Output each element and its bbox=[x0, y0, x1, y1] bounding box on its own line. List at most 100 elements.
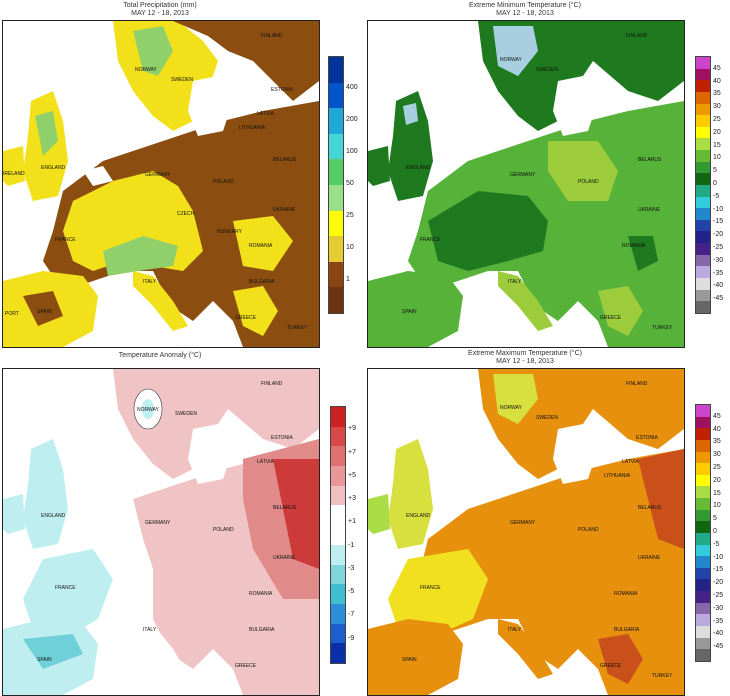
precip-romania bbox=[233, 216, 293, 271]
tmax-subtitle: MAY 12 - 18, 2013 bbox=[496, 358, 554, 365]
tmin-legend-label: 10 bbox=[713, 154, 721, 162]
tmax-legend-label: 45 bbox=[713, 412, 721, 420]
tmin-baltic bbox=[553, 76, 598, 136]
anom-label-sweden: SWEDEN bbox=[175, 411, 197, 417]
precip-spain-brown bbox=[23, 291, 63, 326]
anom-legend bbox=[330, 406, 346, 664]
tmin-label-england: ENGLAND bbox=[406, 165, 431, 171]
precip-label-germany: GERMANY bbox=[145, 172, 171, 178]
anom-label-romania: ROMANIA bbox=[249, 591, 273, 597]
tmax-legend-swatch bbox=[696, 451, 710, 464]
tmin-legend-swatch bbox=[696, 91, 710, 104]
anom-map: FINLAND NORWAY SWEDEN ESTONIA LATVIA BEL… bbox=[2, 368, 320, 696]
precip-label-finland: FINLAND bbox=[261, 33, 283, 39]
precip-label-italy: ITALY bbox=[143, 279, 157, 285]
tmin-label-romania: ROMANIA bbox=[622, 243, 646, 249]
tmax-label-italy: ITALY bbox=[508, 627, 522, 633]
tmax-iberia bbox=[368, 619, 463, 695]
tmax-legend-label: 35 bbox=[713, 438, 721, 446]
precip-label-bulgaria: BULGARIA bbox=[249, 279, 275, 285]
tmax-label-spain: SPAIN bbox=[402, 657, 417, 663]
tmin-legend-label: -35 bbox=[713, 269, 724, 277]
tmax-legend-swatch bbox=[696, 486, 710, 498]
tmax-legend-swatch bbox=[696, 637, 710, 650]
tmax-legend-swatch bbox=[696, 614, 710, 626]
tmax-label-romania: ROMANIA bbox=[614, 591, 638, 597]
tmin-legend-label: -45 bbox=[713, 295, 724, 303]
anom-label-germany: GERMANY bbox=[145, 520, 171, 526]
precip-legend-swatch bbox=[329, 82, 343, 109]
tmax-legend-label: 20 bbox=[713, 476, 721, 484]
tmin-legend-label: 15 bbox=[713, 141, 721, 149]
anom-legend-labels: +9 +7 +5 +3 +1 -1 -3 -5 -7 -9 bbox=[348, 406, 368, 666]
tmin-legend-swatch bbox=[696, 266, 710, 278]
tmax-east-dark bbox=[638, 449, 684, 549]
precip-label-ireland: IRELAND bbox=[3, 171, 25, 177]
precip-ireland bbox=[3, 146, 25, 186]
tmin-label-finland: FINLAND bbox=[626, 33, 648, 39]
tmax-legend-swatch bbox=[696, 428, 710, 440]
tmin-legend-label: -10 bbox=[713, 205, 724, 213]
tmax-legend-label: 15 bbox=[713, 489, 721, 497]
tmin-legend-swatch bbox=[696, 57, 710, 69]
tmin-panel: Extreme Minimum Temperature (°C) MAY 12 … bbox=[365, 0, 730, 348]
anom-legend-label: -5 bbox=[348, 588, 355, 596]
anom-legend-label: +3 bbox=[348, 495, 356, 503]
anom-legend-swatch bbox=[331, 603, 345, 624]
precip-label-england: ENGLAND bbox=[41, 165, 66, 171]
tmax-legend-labels: 45 40 35 30 25 20 15 10 5 0 -5 -10 -15 -20 -25 -30 -35 -4… bbox=[713, 404, 730, 664]
tmax-baltic bbox=[553, 424, 598, 484]
tmin-label-germany: GERMANY bbox=[510, 172, 536, 178]
tmin-legend-labels: 45 40 35 30 25 20 15 10 5 0 -5 -10 -15 -20 -25 -30 -35 -4… bbox=[713, 56, 730, 316]
tmin-legend-swatch bbox=[696, 219, 710, 232]
anom-legend-label: +9 bbox=[348, 425, 356, 433]
tmin-title: Extreme Minimum Temperature (°C) bbox=[469, 2, 581, 9]
tmin-legend-label: 30 bbox=[713, 103, 721, 111]
precip-greece bbox=[233, 286, 278, 336]
tmax-legend-label: -40 bbox=[713, 630, 724, 638]
tmin-map-svg: FINLAND NORWAY SWEDEN POLAND GERMANY ENG… bbox=[368, 21, 684, 347]
tmin-legend-swatch bbox=[696, 301, 710, 313]
precip-norway-green bbox=[133, 26, 173, 76]
tmin-label-spain: SPAIN bbox=[402, 309, 417, 315]
tmin-label-italy: ITALY bbox=[508, 279, 522, 285]
tmin-romania-dark bbox=[628, 236, 658, 271]
precip-label-romania: ROMANIA bbox=[249, 243, 273, 249]
tmax-label-poland: POLAND bbox=[578, 527, 599, 533]
tmax-britain bbox=[388, 439, 433, 549]
precip-label-greece: GREECE bbox=[235, 315, 257, 321]
precip-legend-swatch bbox=[329, 287, 343, 313]
tmax-legend-label: 30 bbox=[713, 451, 721, 459]
anom-label-belarus: BELARUS bbox=[273, 505, 297, 511]
tmin-legend-swatch bbox=[696, 184, 710, 197]
anom-legend-label: -9 bbox=[348, 634, 355, 642]
tmax-legend-label: 0 bbox=[713, 528, 717, 535]
anom-title: Temperature Anomaly (°C) bbox=[118, 352, 202, 359]
precip-label-hungary: HUNGARY bbox=[217, 229, 243, 235]
anom-legend-swatch bbox=[331, 544, 345, 565]
tmax-legend-label: -35 bbox=[713, 617, 724, 625]
tmin-legend-label: 5 bbox=[713, 167, 717, 175]
tmax-label-estonia: ESTONIA bbox=[636, 435, 659, 441]
precip-label-sweden: SWEDEN bbox=[171, 77, 193, 83]
tmax-legend-swatch bbox=[696, 544, 710, 557]
anom-panel: Temperature Anomaly (°C) FINLAND NORWAY … bbox=[0, 348, 365, 696]
tmin-label-france: FRANCE bbox=[420, 237, 441, 243]
tmax-legend-label: -25 bbox=[713, 592, 724, 599]
tmin-legend-swatch bbox=[696, 115, 710, 127]
tmin-legend-swatch bbox=[696, 196, 710, 209]
anom-legend-label: -3 bbox=[348, 564, 355, 572]
anom-legend-label: +1 bbox=[348, 518, 356, 526]
anom-legend-swatch bbox=[331, 564, 345, 585]
anom-britain bbox=[23, 439, 68, 549]
tmax-label-norway: NORWAY bbox=[500, 405, 523, 411]
anom-label-poland: POLAND bbox=[213, 527, 234, 533]
precip-legend-label: 100 bbox=[346, 148, 358, 155]
anom-label-latvia: LATVIA bbox=[257, 459, 275, 465]
anom-ireland bbox=[3, 494, 25, 534]
tmin-legend-swatch bbox=[696, 231, 710, 243]
tmin-legend-swatch bbox=[696, 126, 710, 139]
tmin-map: FINLAND NORWAY SWEDEN POLAND GERMANY ENG… bbox=[367, 20, 685, 348]
anom-scandinavia bbox=[113, 369, 319, 479]
tmin-legend-label: 45 bbox=[713, 64, 721, 72]
